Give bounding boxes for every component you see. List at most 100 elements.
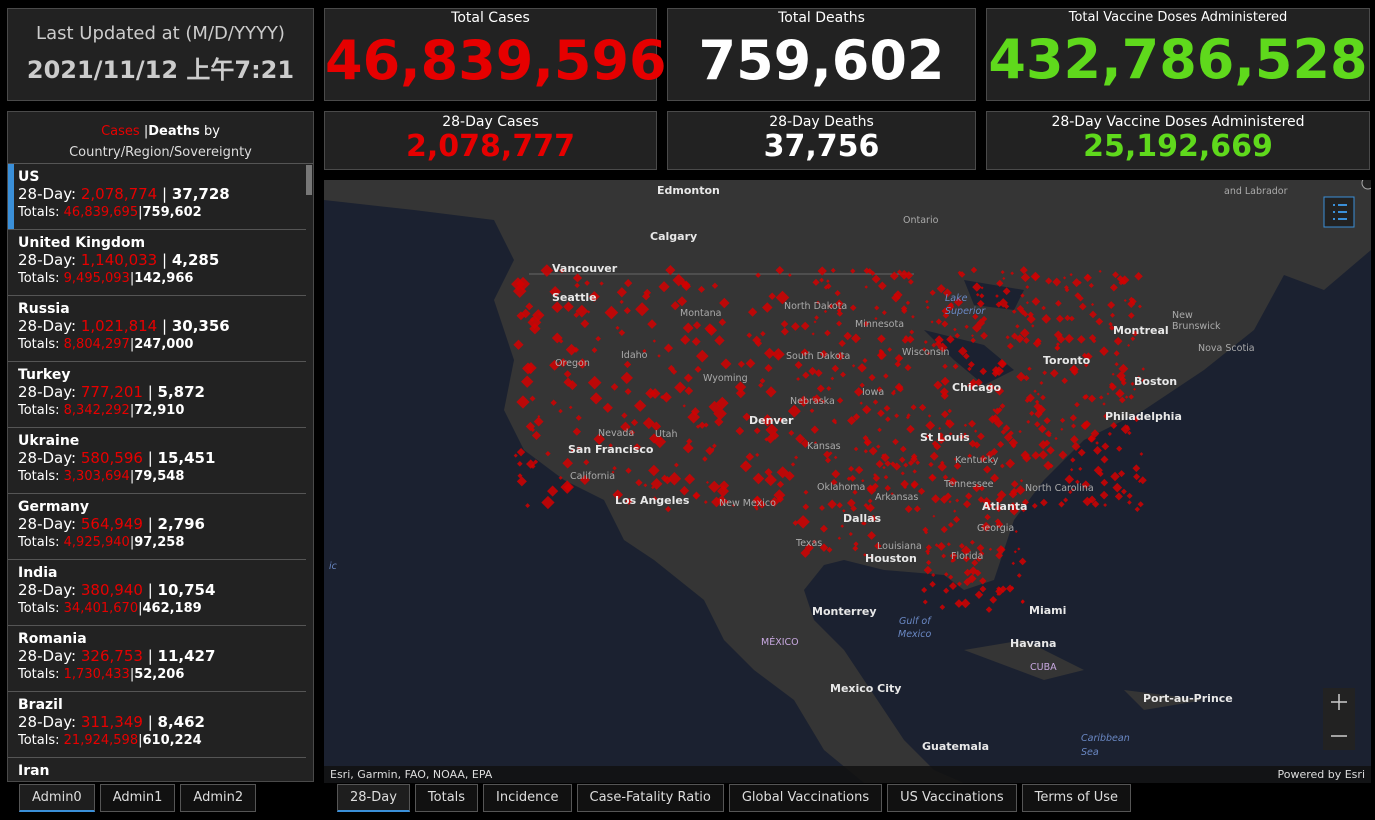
case-marker [1006, 584, 1015, 593]
map-label: Los Angeles [615, 494, 690, 507]
close-button[interactable] [1361, 180, 1371, 190]
totals-label: Totals: [18, 601, 60, 616]
case-marker [976, 556, 982, 562]
day28-label: 28-Day: [18, 515, 77, 533]
case-marker [620, 421, 631, 433]
day28-deaths: 11,427 [157, 647, 216, 665]
map-label: Iowa [862, 387, 884, 398]
stat-label: Total Cases [451, 10, 530, 26]
case-marker [663, 343, 674, 353]
day28-line: 28-Day: 311,349 | 8,462 [18, 713, 306, 732]
case-marker [852, 489, 858, 495]
tab[interactable]: Incidence [483, 784, 572, 812]
case-marker [1031, 502, 1038, 509]
tab[interactable]: Admin1 [99, 784, 176, 812]
tab[interactable]: Terms of Use [1021, 784, 1132, 812]
day28-line: 28-Day: 580,596 | 15,451 [18, 449, 306, 468]
rows: US 28-Day: 2,078,774 | 37,728 Totals: 46,8… [8, 164, 313, 781]
tab[interactable]: Global Vaccinations [728, 784, 883, 812]
powered-by: Powered by Esri [1277, 768, 1365, 781]
day28-vaccine-panel: 28-Day Vaccine Doses Administered 25,192… [986, 111, 1370, 170]
map-label: Sea [1081, 747, 1099, 758]
case-marker [989, 596, 998, 604]
case-marker [1025, 285, 1030, 289]
case-marker [549, 359, 561, 371]
map-label: San Francisco [568, 443, 654, 456]
case-marker [991, 369, 1000, 378]
total-deaths: 79,548 [134, 469, 185, 484]
case-marker [859, 382, 865, 388]
list-header: Cases |Deaths by Country/Region/Sovereig… [8, 112, 313, 164]
case-marker [953, 462, 962, 470]
country-row[interactable]: Romania 28-Day: 326,753 | 11,427 Totals: 1… [8, 626, 306, 692]
case-marker [1133, 415, 1140, 423]
totals-line: Totals: 21,924,598|610,224 [18, 732, 306, 749]
tab[interactable]: Admin2 [180, 784, 257, 812]
map-label: New Mexico [719, 498, 776, 509]
case-marker [862, 405, 872, 415]
case-marker [1031, 451, 1041, 460]
case-marker [949, 432, 953, 436]
tab[interactable]: US Vaccinations [887, 784, 1017, 812]
totals-line: Totals: 46,839,695|759,602 [18, 204, 306, 221]
country-row[interactable]: Brazil 28-Day: 311,349 | 8,462 Totals: 21,… [8, 692, 306, 758]
country-row[interactable]: United Kingdom 28-Day: 1,140,033 | 4,285 T… [8, 230, 306, 296]
country-row[interactable]: Germany 28-Day: 564,949 | 2,796 Totals: 4,… [8, 494, 306, 560]
case-marker [967, 361, 975, 368]
total-deaths: 759,602 [142, 205, 202, 220]
case-marker [995, 294, 999, 298]
day28-line: 28-Day: 1,021,814 | 30,356 [18, 317, 306, 336]
map-label: Calgary [650, 230, 697, 243]
country-row[interactable]: US 28-Day: 2,078,774 | 37,728 Totals: 46,8… [8, 164, 306, 230]
case-marker [1022, 311, 1029, 318]
day28-deaths: 10,754 [157, 581, 216, 599]
case-marker [880, 453, 890, 463]
stat-value: 432,786,528 [988, 28, 1368, 91]
map-label: Miami [1029, 604, 1066, 617]
case-marker [1039, 381, 1044, 385]
country-row[interactable]: Turkey 28-Day: 777,201 | 5,872 Totals: 8,3… [8, 362, 306, 428]
tab[interactable]: Admin0 [19, 784, 95, 812]
map-label: Nova Scotia [1198, 343, 1255, 354]
case-marker [1116, 371, 1126, 381]
zoom-icons[interactable] [1331, 694, 1347, 737]
case-marker [877, 334, 886, 344]
case-marker [882, 465, 886, 470]
country-name: US [18, 169, 40, 185]
map-label: Kentucky [955, 455, 999, 466]
map-label: Lake [945, 293, 968, 304]
case-marker [1007, 342, 1014, 350]
country-row[interactable]: Iran [8, 758, 306, 781]
tab[interactable]: 28-Day [337, 784, 410, 812]
country-row[interactable]: Russia 28-Day: 1,021,814 | 30,356 Totals: … [8, 296, 306, 362]
tab[interactable]: Totals [414, 784, 479, 812]
separator: | [129, 271, 135, 286]
case-marker [981, 521, 992, 532]
stat-label: 28-Day Cases [442, 114, 539, 130]
map-label: Nevada [598, 428, 634, 439]
map-label: Havana [1010, 637, 1056, 650]
case-marker [931, 342, 937, 348]
separator: | [147, 449, 153, 467]
case-marker [608, 443, 613, 448]
case-marker [743, 461, 747, 465]
separator: | [162, 251, 168, 269]
header-by: by [203, 124, 220, 139]
case-marker [1043, 439, 1051, 447]
country-row[interactable]: India 28-Day: 380,940 | 10,754 Totals: 34,… [8, 560, 306, 626]
total-cases: 8,342,292 [63, 403, 130, 418]
case-marker [1112, 482, 1123, 493]
case-marker [946, 302, 955, 311]
total-deaths: 52,206 [134, 667, 185, 682]
case-marker [1089, 310, 1097, 319]
case-marker [946, 335, 955, 344]
map-label: Denver [749, 414, 794, 427]
case-marker [1081, 352, 1088, 359]
map-label: Montana [680, 308, 721, 319]
case-marker [1108, 383, 1117, 391]
country-row[interactable]: Ukraine 28-Day: 580,596 | 15,451 Totals: 3… [8, 428, 306, 494]
case-marker [836, 502, 843, 509]
separator: | [138, 601, 143, 616]
tab[interactable]: Case-Fatality Ratio [576, 784, 724, 812]
